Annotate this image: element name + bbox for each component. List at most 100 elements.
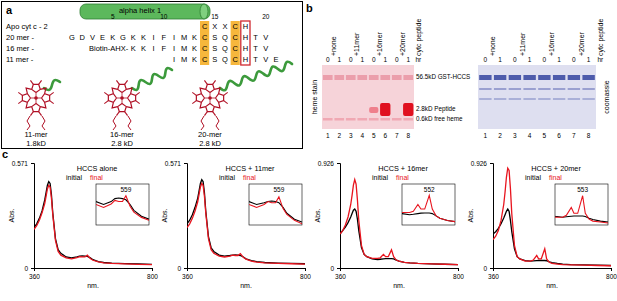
residue: I (173, 33, 175, 42)
gel-band (346, 75, 356, 80)
gel-band (568, 75, 580, 80)
gel-band (538, 88, 550, 90)
residue: T (253, 33, 258, 42)
spectrum-chart: 00.926360800nm.Abs.HCCS + 20merinitialfi… (467, 57, 617, 289)
heme-substituent (136, 92, 140, 95)
x-tick-mark (187, 268, 188, 271)
lane-number: 3 (513, 132, 517, 139)
legend-entry: final (549, 174, 562, 181)
panel-a: aalpha helix 15101520Apo cyt c - 2CXXCH2… (2, 2, 303, 149)
condition-label: +16mer (548, 31, 555, 56)
lane-number: 4 (528, 132, 532, 139)
time-label: 0 (349, 56, 353, 63)
spectrum-line (187, 180, 305, 264)
x-tick: 800 (453, 268, 464, 280)
time-label: 0 (372, 56, 376, 63)
gel-band (334, 118, 344, 121)
residue: F (162, 44, 167, 53)
residue: K (192, 44, 197, 53)
residue: K (110, 33, 115, 42)
residue: M (181, 44, 187, 53)
residue: F (162, 33, 167, 42)
gel-band (523, 75, 535, 80)
residue: C (232, 55, 238, 64)
residue: H (243, 55, 248, 64)
residue: K (131, 44, 136, 53)
peak-label: 552 (424, 186, 435, 193)
motif-residue: X (212, 22, 217, 31)
plot-area (34, 182, 152, 265)
marker-name: free heme (434, 115, 463, 122)
condition-label: +11mer (519, 32, 526, 56)
propionate (113, 116, 116, 130)
time-label: 1 (528, 56, 532, 63)
lane-number: 7 (395, 132, 399, 139)
x-axis: 360800 (29, 268, 158, 280)
gel-band (357, 75, 367, 80)
x-axis: 360800 (182, 268, 311, 280)
spectrum-line (187, 183, 305, 264)
chart-title: HCCS + 11mer (225, 164, 275, 173)
lane-number: 6 (383, 132, 387, 139)
residue: T (253, 44, 258, 53)
pyrrole-ring (196, 94, 204, 103)
heme-substituent (136, 101, 140, 104)
legend-entry: final (243, 174, 256, 181)
legend-entry: initial (219, 174, 235, 181)
meso-bridge (200, 88, 206, 94)
propionate (216, 116, 219, 130)
heme-substituent (50, 101, 54, 104)
spectrum-chart: 00.926360800nm.Abs.HCCS + 16merinitialfi… (314, 54, 523, 289)
inset-plot (249, 184, 302, 225)
residue: S (212, 44, 217, 53)
pyrrole-ring (32, 104, 41, 112)
residue: I (153, 44, 155, 53)
y-axis-title: Abs. (8, 208, 15, 222)
gel-band (369, 75, 379, 80)
residue: K (131, 33, 136, 42)
heme-substituent (116, 80, 119, 84)
y-tick-label: 0 (483, 265, 487, 272)
gel-band (479, 98, 491, 100)
meso-bridge (26, 102, 32, 108)
residue: H (243, 44, 248, 53)
condition-label: +none (330, 36, 337, 56)
meso-bridge (214, 88, 220, 94)
time-label: 0 (326, 56, 330, 63)
residue: C (202, 33, 208, 42)
x-tick-mark (152, 268, 153, 271)
lane-number: 8 (587, 132, 591, 139)
x-tick-mark (305, 268, 306, 271)
residue: K (192, 55, 197, 64)
inset-plot (402, 184, 455, 225)
gel-band (357, 118, 367, 121)
structure-name: 11-mer (24, 130, 48, 139)
gel-band (509, 98, 521, 100)
x-axis-title: nm. (546, 282, 558, 289)
x-axis-line (341, 269, 459, 272)
plot-area (187, 180, 305, 264)
residue-position: 10 (160, 13, 168, 20)
gel-band (346, 118, 356, 121)
marker-mass: 2.8kD (416, 105, 433, 112)
helix-cylinder (80, 4, 210, 19)
heme-substituent (18, 101, 22, 104)
inset-line (402, 184, 455, 225)
inset-line (249, 184, 302, 225)
y-tick-label: 0 (24, 265, 28, 272)
residue: D (79, 33, 85, 42)
x-tick-label: 360 (488, 273, 499, 280)
residue: T (253, 55, 258, 64)
y-tick: 0 (483, 265, 493, 272)
legend-entry: final (396, 174, 409, 181)
sequence-label: 16 mer - (6, 44, 34, 53)
residue: C (232, 33, 238, 42)
y-axis-title: Abs. (467, 208, 474, 222)
inset-line (96, 184, 149, 225)
structure-name: 16-mer (110, 130, 134, 139)
heme-substituent (30, 80, 33, 84)
x-tick-label: 800 (300, 273, 311, 280)
gel-band (334, 75, 344, 80)
heme-substituent (125, 112, 128, 116)
gel-band (582, 88, 594, 90)
